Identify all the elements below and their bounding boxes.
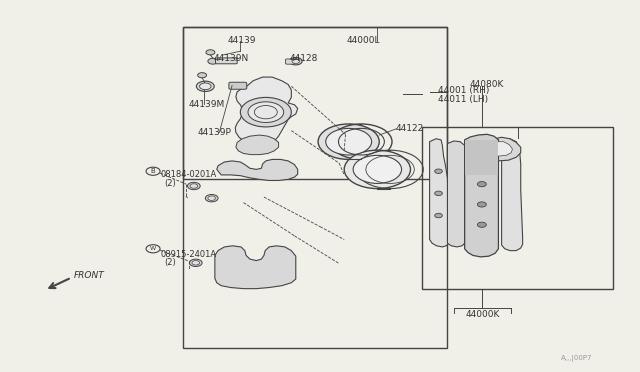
Circle shape — [248, 102, 284, 122]
Polygon shape — [465, 134, 499, 257]
Text: A,,,|00P7: A,,,|00P7 — [561, 355, 593, 362]
Text: 44122: 44122 — [395, 124, 424, 133]
FancyBboxPatch shape — [229, 82, 246, 89]
Text: (2): (2) — [164, 179, 176, 188]
Text: (2): (2) — [164, 258, 176, 267]
Polygon shape — [447, 141, 465, 247]
FancyBboxPatch shape — [216, 58, 237, 64]
Circle shape — [192, 260, 200, 265]
Circle shape — [477, 202, 486, 207]
Polygon shape — [429, 139, 449, 247]
Circle shape — [196, 81, 214, 92]
Text: 44011 (LH): 44011 (LH) — [438, 95, 488, 104]
Circle shape — [477, 222, 486, 227]
Text: 44080K: 44080K — [470, 80, 504, 89]
Circle shape — [326, 128, 372, 155]
Text: 44139P: 44139P — [198, 128, 232, 137]
Text: 44000K: 44000K — [466, 310, 500, 319]
Circle shape — [200, 83, 211, 90]
Text: B: B — [150, 168, 156, 174]
Polygon shape — [465, 140, 498, 175]
Text: 08915-2401A: 08915-2401A — [160, 250, 216, 259]
Bar — [183, 27, 447, 349]
Text: 44000L: 44000L — [347, 36, 380, 45]
Circle shape — [318, 124, 380, 160]
Bar — [422, 127, 613, 289]
Text: 44139N: 44139N — [214, 54, 249, 63]
Polygon shape — [236, 77, 298, 145]
Text: 44139: 44139 — [228, 36, 256, 45]
Text: 44001 (RH): 44001 (RH) — [438, 86, 489, 94]
Polygon shape — [488, 142, 513, 156]
Text: W: W — [150, 246, 156, 251]
Text: 44139M: 44139M — [188, 100, 225, 109]
Circle shape — [208, 196, 216, 201]
Bar — [183, 27, 447, 179]
Circle shape — [435, 213, 442, 218]
Polygon shape — [236, 135, 278, 155]
Circle shape — [289, 58, 302, 65]
Circle shape — [353, 155, 401, 183]
Circle shape — [198, 73, 207, 78]
Circle shape — [205, 195, 218, 202]
Circle shape — [190, 184, 198, 188]
Polygon shape — [217, 160, 298, 180]
Polygon shape — [502, 139, 523, 251]
Text: 44128: 44128 — [290, 54, 319, 63]
Circle shape — [477, 163, 486, 168]
Circle shape — [241, 97, 291, 127]
Circle shape — [189, 259, 202, 266]
Circle shape — [344, 150, 410, 189]
Circle shape — [477, 182, 486, 187]
Circle shape — [292, 59, 300, 63]
Circle shape — [208, 58, 218, 64]
Text: FRONT: FRONT — [74, 271, 104, 280]
Text: 08184-0201A: 08184-0201A — [160, 170, 216, 179]
FancyBboxPatch shape — [285, 59, 294, 64]
Circle shape — [435, 191, 442, 196]
Polygon shape — [215, 246, 296, 289]
Circle shape — [188, 182, 200, 190]
Polygon shape — [483, 137, 521, 161]
Circle shape — [206, 50, 215, 55]
Circle shape — [435, 169, 442, 173]
